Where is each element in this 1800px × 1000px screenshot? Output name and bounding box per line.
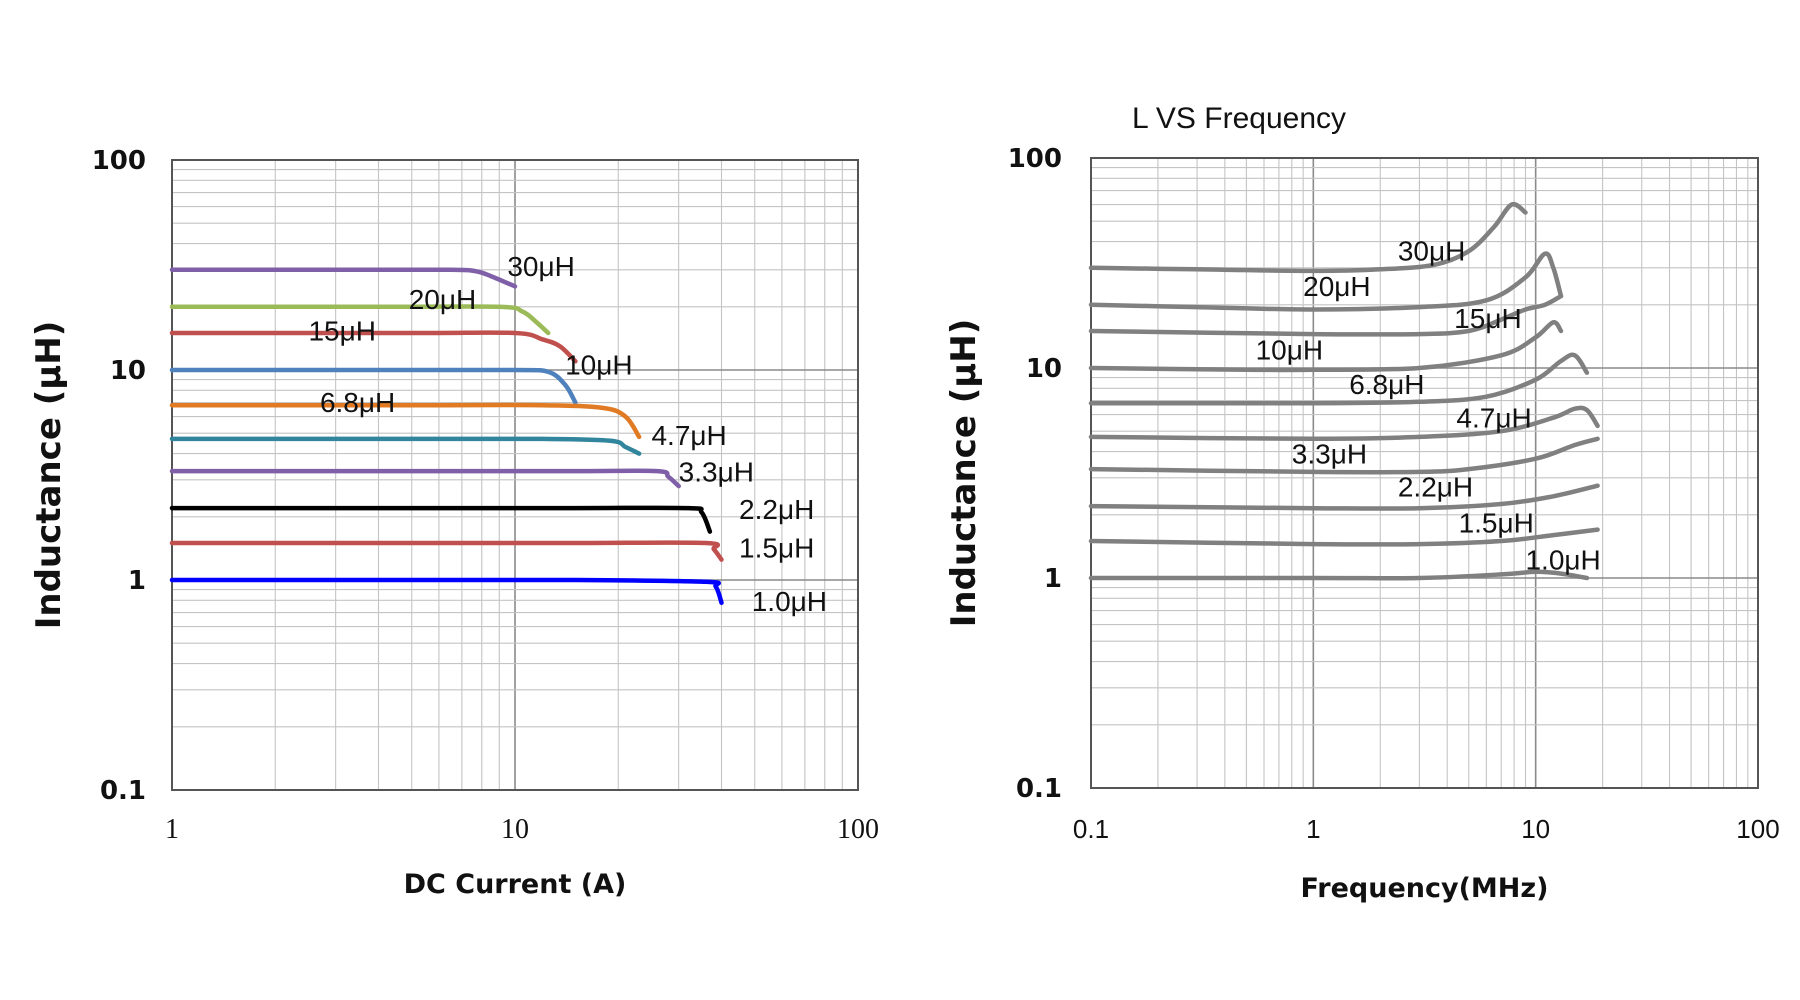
curve-label-1-5uh: 1.5μH — [1459, 507, 1534, 538]
y-tick-label: 1 — [1044, 564, 1062, 594]
curve-label-2-2uh: 2.2μH — [739, 494, 814, 525]
curve-label-20uh: 20μH — [409, 284, 477, 315]
curve-label-4-7uh: 4.7μH — [1456, 403, 1531, 434]
curve-label-3-3uh: 3.3μH — [679, 456, 754, 487]
y-tick-label: 0.1 — [1016, 774, 1062, 804]
y-tick-label: 1 — [128, 566, 146, 596]
series-line-1-5uh — [1088, 527, 1600, 547]
dc-current-chart: 1 10 100 100 10 1 0.1 DC Current (A) Inductance … — [29, 146, 879, 900]
x-tick-label: 1 — [165, 814, 179, 845]
series-line-2-2uh — [1088, 483, 1600, 511]
x-axis-title: Frequency(MHz) — [1301, 873, 1549, 904]
y-tick-label: 0.1 — [100, 776, 146, 806]
y-tick-label: 10 — [1026, 354, 1062, 384]
series-line-1-5uh — [169, 540, 724, 562]
series-line-15uh — [169, 330, 578, 364]
chart-title: L VS Frequency — [1132, 102, 1346, 135]
curve-label-1-0uh: 1.0μH — [1525, 544, 1600, 575]
y-axis-title: Inductance (μH) — [944, 319, 984, 628]
curve-label-1-0uh: 1.0μH — [752, 586, 827, 617]
x-tick-label: 10 — [1521, 814, 1550, 844]
x-tick-label: 100 — [837, 814, 879, 845]
series-line-3-3uh — [169, 468, 681, 489]
curve-label-3-3uh: 3.3μH — [1292, 439, 1367, 470]
y-tick-label: 100 — [92, 146, 146, 176]
plot-frame — [1090, 157, 1759, 789]
curve-label-30uh: 30μH — [1398, 236, 1466, 267]
series-lines — [169, 267, 724, 605]
plot-frame — [171, 159, 859, 791]
y-tick-label: 10 — [110, 356, 146, 386]
curve-label-30uh: 30μH — [507, 251, 575, 282]
series-line-2-2uh — [169, 505, 713, 534]
curve-labels: 30μH 20μH 15μH 10μH 6.8μH 4.7μH 3.3μH 2.2μH 1.5μ… — [308, 251, 827, 617]
curve-label-6-8uh: 6.8μH — [320, 387, 395, 418]
series-line-4-7uh — [169, 436, 642, 456]
curve-label-6-8uh: 6.8μH — [1349, 369, 1424, 400]
x-axis-title: DC Current (A) — [404, 869, 627, 900]
series-line-15uh — [1088, 293, 1564, 337]
curve-label-10uh: 10μH — [565, 350, 633, 381]
curve-label-4-7uh: 4.7μH — [651, 420, 726, 451]
series-line-3-3uh — [1088, 436, 1600, 475]
x-tick-label: 1 — [1306, 814, 1320, 844]
curve-label-15uh: 15μH — [1454, 303, 1522, 334]
curve-label-10uh: 10μH — [1256, 334, 1324, 365]
x-tick-label: 100 — [1736, 814, 1779, 844]
y-axis-title: Inductance (μH) — [29, 321, 69, 630]
series-line-1-0uh — [1088, 569, 1590, 581]
series-line-6-8uh — [1088, 352, 1590, 406]
grid — [172, 160, 858, 790]
curve-label-15uh: 15μH — [308, 316, 376, 347]
series-lines — [1088, 201, 1600, 581]
curve-label-1-5uh: 1.5μH — [739, 532, 814, 563]
curve-label-2-2uh: 2.2μH — [1398, 471, 1473, 502]
series-line-30uh — [1088, 201, 1528, 274]
series-line-6-8uh — [169, 402, 642, 440]
series-line-30uh — [169, 267, 518, 289]
x-tick-label: 0.1 — [1073, 814, 1109, 844]
series-line-4-7uh — [1088, 405, 1600, 442]
series-line-1-0uh — [169, 577, 724, 605]
frequency-chart: 0.1 1 10 100 100 10 1 0.1 Frequency(MHz) Inductan… — [944, 102, 1780, 904]
curve-labels: 30μH 20μH 15μH 10μH 6.8μH 4.7μH 3.3μH 2.2μH 1.5μ… — [1256, 236, 1601, 576]
series-line-20uh — [1088, 251, 1564, 312]
series-line-20uh — [169, 304, 551, 336]
curve-label-20uh: 20μH — [1303, 271, 1371, 302]
series-line-10uh — [1088, 320, 1564, 373]
series-line-10uh — [169, 367, 578, 405]
x-tick-label: 10 — [501, 814, 529, 845]
y-tick-label: 100 — [1008, 144, 1062, 174]
